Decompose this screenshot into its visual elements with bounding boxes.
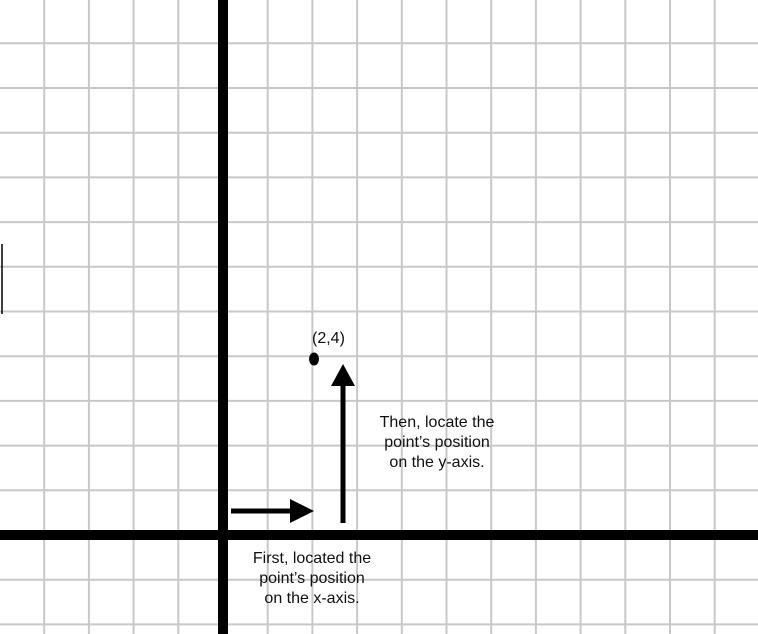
x-arrow-head <box>290 499 314 523</box>
plotted-point <box>309 352 319 366</box>
y-axis-instruction: Then, locate the point’s position on the… <box>366 413 508 473</box>
y-instruction-line-1: Then, locate the <box>379 414 495 431</box>
y-instruction-line-2: point’s position <box>384 434 490 451</box>
point-label: (2,4) <box>312 330 345 347</box>
y-instruction-line-3: on the y-axis. <box>389 454 485 471</box>
x-instruction-line-2: point’s position <box>259 570 365 587</box>
x-instruction-line-1: First, located the <box>252 550 372 567</box>
x-direction-arrow <box>231 499 314 523</box>
y-arrow-head <box>331 364 355 386</box>
x-instruction-line-3: on the x-axis. <box>264 590 360 607</box>
y-direction-arrow <box>331 364 355 523</box>
x-axis-instruction: First, located the point’s position on t… <box>238 549 386 609</box>
